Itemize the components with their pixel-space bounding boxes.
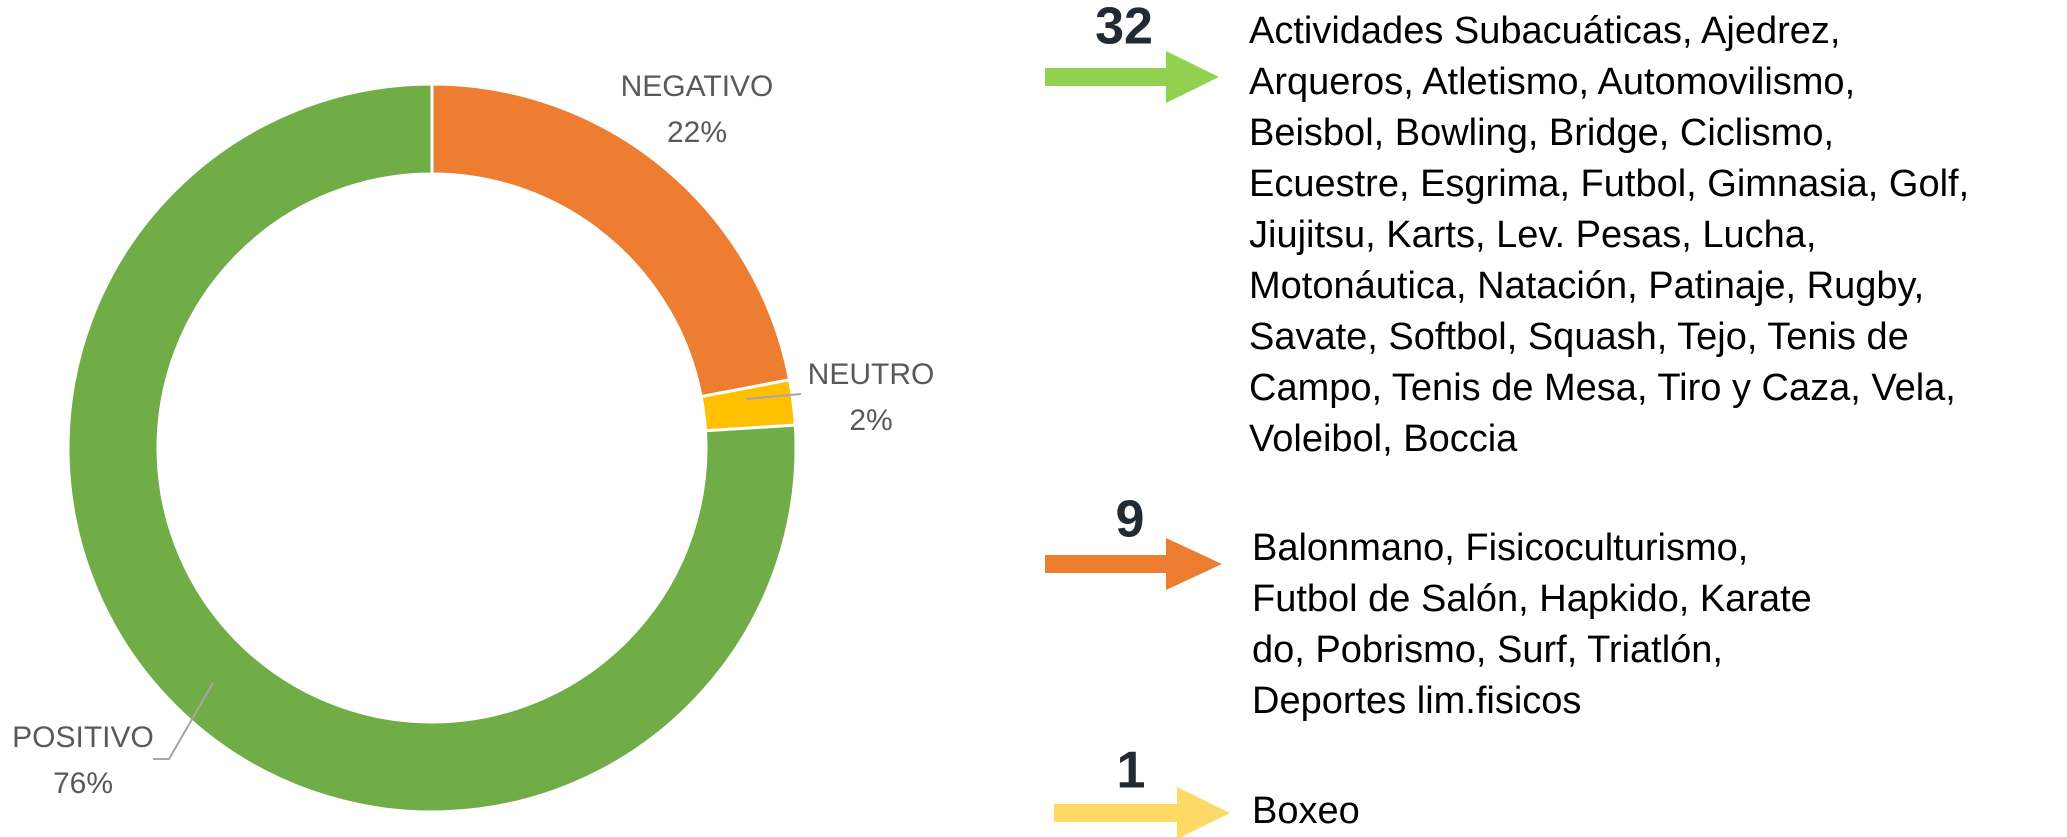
arrow	[1045, 51, 1219, 103]
leader-line	[153, 682, 214, 760]
donut-slice	[430, 82, 792, 399]
group-count: 9	[1116, 491, 1145, 549]
group-text: do, Pobrismo, Surf, Triatlón,	[1252, 629, 1723, 671]
group-text: Campo, Tenis de Mesa, Tiro y Caza, Vela,	[1249, 367, 1956, 409]
slice-value-label: 2%	[849, 404, 892, 437]
slice-value-label: 76%	[53, 767, 113, 800]
donut-slice	[66, 82, 798, 814]
group-text: Balonmano, Fisicoculturismo,	[1252, 527, 1748, 569]
arrow	[1045, 538, 1222, 590]
group-text: Beisbol, Bowling, Bridge, Ciclismo,	[1249, 112, 1834, 154]
group-text: Futbol de Salón, Hapkido, Karate	[1252, 578, 1812, 620]
slice-label: NEUTRO	[808, 358, 935, 391]
group-text: Voleibol, Boccia	[1249, 418, 1518, 460]
slice-value-label: 22%	[667, 116, 727, 149]
group-count: 1	[1117, 742, 1146, 800]
slice-label: NEGATIVO	[621, 70, 774, 103]
group-text: Jiujitsu, Karts, Lev. Pesas, Lucha,	[1249, 214, 1816, 256]
group-text: Boxeo	[1252, 790, 1360, 832]
leader-line	[745, 393, 802, 400]
group-text: Arqueros, Atletismo, Automovilismo,	[1249, 61, 1855, 103]
group-text: Ecuestre, Esgrima, Futbol, Gimnasia, Gol…	[1249, 163, 1969, 205]
group-text: Deportes lim.fisicos	[1252, 680, 1581, 722]
group-text: Motonáutica, Natación, Patinaje, Rugby,	[1249, 265, 1924, 307]
arrow	[1054, 787, 1230, 837]
group-count: 32	[1095, 0, 1153, 56]
group-text: Actividades Subacuáticas, Ajedrez,	[1249, 10, 1840, 52]
slice-label: POSITIVO	[12, 721, 154, 754]
group-text: Savate, Softbol, Squash, Tejo, Tenis de	[1249, 316, 1909, 358]
